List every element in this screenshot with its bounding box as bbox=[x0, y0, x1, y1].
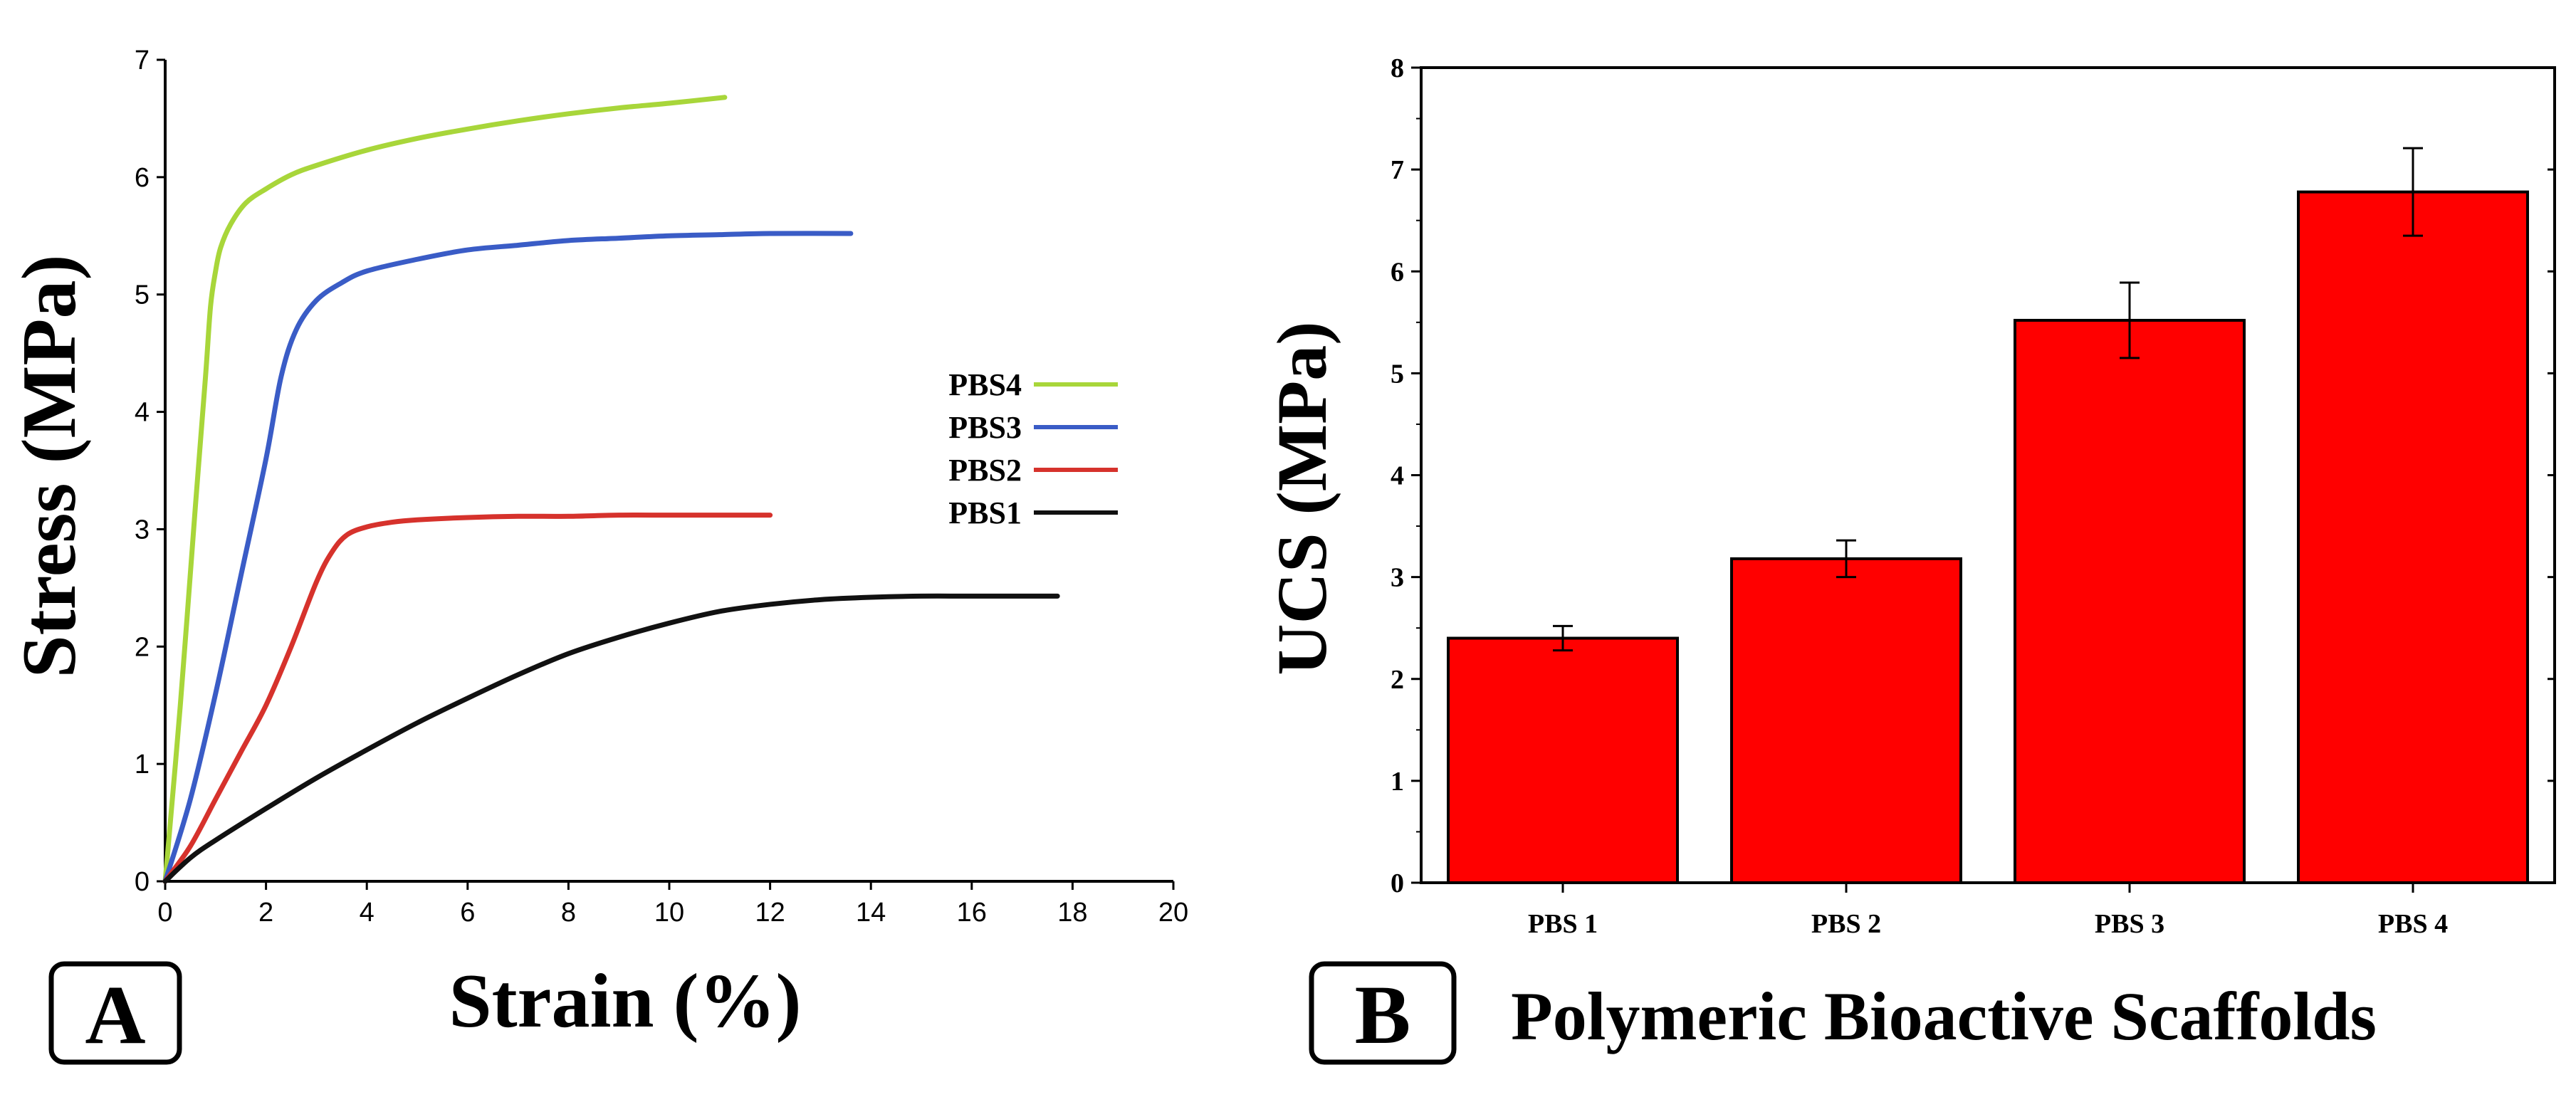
chart-b-category-label: PBS 3 bbox=[2095, 909, 2164, 939]
chart-b-category-label: PBS 1 bbox=[1528, 909, 1598, 939]
chart-a-legend-label: PBS4 bbox=[948, 367, 1022, 402]
panel-label-a-box bbox=[48, 961, 182, 1065]
chart-b-y-tick-label: 6 bbox=[1391, 257, 1404, 287]
chart-b-y-tick-label: 5 bbox=[1391, 359, 1404, 389]
chart-a-x-tick-label: 10 bbox=[654, 898, 684, 928]
chart-b-y-tick-label: 0 bbox=[1391, 868, 1404, 898]
chart-b-y-tick-label: 8 bbox=[1391, 53, 1404, 83]
chart-a-x-tick-label: 12 bbox=[755, 898, 785, 928]
chart-b-y-tick-label: 1 bbox=[1391, 767, 1404, 797]
chart-b-y-axis-label: UCS (MPa) bbox=[1262, 321, 1341, 675]
chart-b-x-axis-label: Polymeric Bioactive Scaffolds bbox=[1511, 978, 2377, 1054]
chart-a-series bbox=[162, 95, 1060, 884]
chart-a-x-tick-label: 16 bbox=[957, 898, 987, 928]
chart-a-legend-label: PBS2 bbox=[948, 453, 1022, 488]
chart-a-legend: PBS4 PBS3 PBS2 PBS1 bbox=[948, 367, 1118, 530]
panel-label-a: A bbox=[48, 961, 182, 1065]
chart-b-bar-4 bbox=[2297, 190, 2529, 884]
chart-a-y-tick-label: 6 bbox=[135, 163, 150, 193]
chart-a-x-tick-label: 8 bbox=[561, 898, 576, 928]
chart-b-y-tick-label: 7 bbox=[1391, 155, 1404, 185]
chart-a-y-ticks: 0 1 2 3 4 5 6 7 bbox=[135, 46, 165, 897]
chart-a-y-tick-label: 0 bbox=[135, 867, 150, 897]
chart-a-x-ticks: 0 2 4 6 8 10 12 14 16 18 20 bbox=[157, 881, 1188, 928]
chart-a-x-tick-label: 2 bbox=[258, 898, 273, 928]
chart-b-y-tick-label: 3 bbox=[1391, 563, 1404, 593]
chart-b-bar-2 bbox=[1730, 557, 1962, 884]
chart-a-x-tick-label: 20 bbox=[1158, 898, 1188, 928]
chart-a-series-line-pbs2 bbox=[162, 513, 773, 884]
panel-label-b: B bbox=[1309, 961, 1457, 1065]
chart-a-x-axis-label: Strain (%) bbox=[449, 959, 802, 1044]
chart-a-y-axis-label: Stress (MPa) bbox=[7, 255, 92, 678]
chart-a-y-tick-label: 2 bbox=[135, 632, 150, 662]
chart-a-y-tick-label: 7 bbox=[135, 46, 150, 75]
chart-a-series-line-pbs4 bbox=[162, 95, 728, 884]
panel-label-b-box bbox=[1309, 961, 1457, 1065]
chart-b-y-ticks: 0 1 2 3 4 5 6 7 8 bbox=[1391, 53, 2555, 898]
chart-a-x-tick-label: 18 bbox=[1057, 898, 1087, 928]
chart-b-y-tick-label: 2 bbox=[1391, 665, 1404, 695]
panel-label-b-text: B bbox=[1355, 968, 1411, 1061]
chart-a-y-tick-label: 5 bbox=[135, 280, 150, 310]
chart-b: 0 1 2 3 4 5 6 7 8 PBS 1 PBS 2 PBS 3 PBS 4 UCS (MPa)… bbox=[1262, 53, 2556, 1065]
chart-a-x-tick-label: 0 bbox=[157, 898, 172, 928]
chart-b-y-tick-label: 4 bbox=[1391, 461, 1404, 491]
chart-b-category-label: PBS 2 bbox=[1811, 909, 1881, 939]
chart-a-y-tick-label: 1 bbox=[135, 750, 150, 780]
chart-a-legend-label: PBS3 bbox=[948, 410, 1022, 445]
chart-a-x-tick-label: 6 bbox=[460, 898, 475, 928]
chart-b-x-ticks: PBS 1 PBS 2 PBS 3 PBS 4 bbox=[1528, 883, 2448, 939]
chart-a-x-tick-label: 14 bbox=[856, 898, 886, 928]
chart-a-y-tick-label: 3 bbox=[135, 515, 150, 545]
chart-b-bar-1 bbox=[1447, 636, 1679, 884]
chart-a-series-line-pbs3 bbox=[162, 231, 854, 884]
chart-a-x-tick-label: 4 bbox=[360, 898, 375, 928]
chart-a-legend-label: PBS1 bbox=[948, 495, 1022, 530]
chart-b-bars bbox=[1447, 147, 2529, 884]
chart-b-bar-3 bbox=[2014, 318, 2246, 884]
chart-b-category-label: PBS 4 bbox=[2378, 909, 2448, 939]
panel-label-a-text: A bbox=[85, 968, 145, 1061]
chart-a-y-tick-label: 4 bbox=[135, 398, 150, 428]
chart-a-series-line-pbs1 bbox=[162, 593, 1060, 884]
